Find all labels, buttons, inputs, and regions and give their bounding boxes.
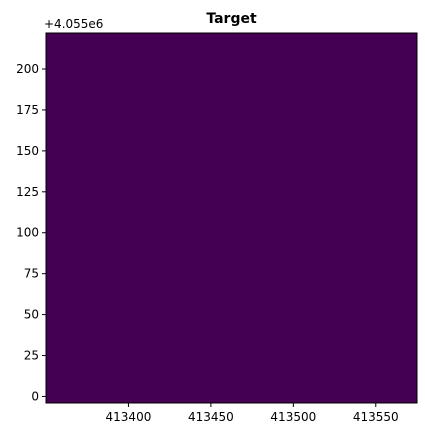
y-tick-label: 0 [31,389,39,403]
y-tick-label: 175 [16,103,39,117]
y-tick-label: 50 [24,308,39,322]
x-tick-label: 413400 [106,410,152,424]
x-tick-label: 413450 [188,410,234,424]
plot-frame [45,32,418,404]
y-axis: 0 25 50 75 100 125 150 175 200 [16,62,46,403]
y-axis-offset-label: +4.055e6 [44,17,103,31]
chart-title: Target [206,11,257,27]
y-tick-label: 25 [24,349,39,363]
y-tick-label: 150 [16,144,39,158]
y-tick-label: 75 [24,267,39,281]
heatmap-cell [46,33,417,403]
x-tick-label: 413500 [270,410,316,424]
y-tick-label: 100 [16,226,39,240]
x-axis: 413400 413450 413500 413550 [106,403,399,424]
y-tick-label: 200 [16,62,39,76]
x-tick-label: 413550 [353,410,399,424]
y-tick-label: 125 [16,185,39,199]
